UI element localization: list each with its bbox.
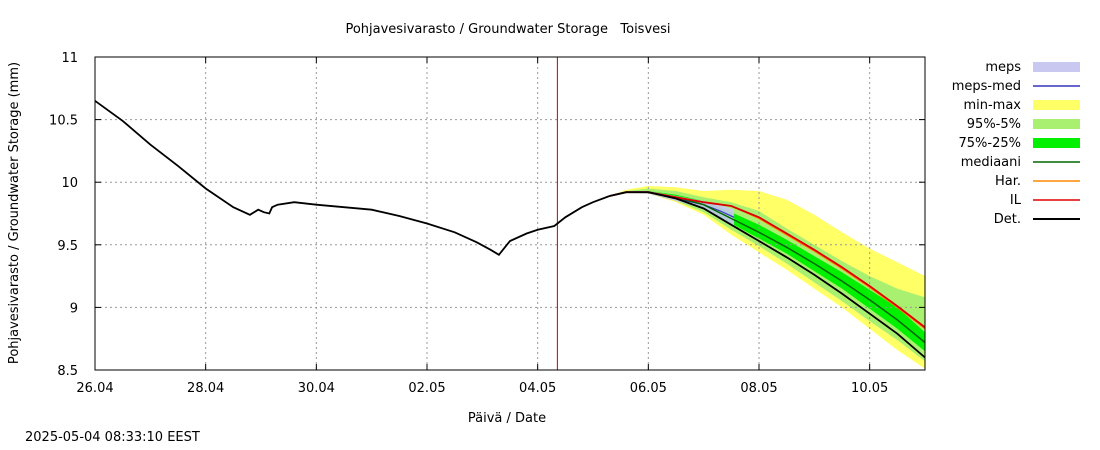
legend-swatch	[1033, 100, 1080, 110]
legend-swatch	[1033, 119, 1080, 129]
legend: meps meps-med min-max 95%-5% 75%-25% mediaani…	[952, 60, 1080, 227]
series-lines	[94, 57, 926, 370]
x-tick-label: 08.05	[740, 381, 777, 396]
legend-label: mediaani	[961, 155, 1021, 170]
series-det-forecast	[609, 191, 926, 359]
y-tick-label: 10.5	[49, 114, 78, 129]
x-axis-label: Päivä / Date	[468, 411, 546, 426]
legend-item: Det.	[994, 212, 1080, 227]
legend-item: mediaani	[961, 155, 1080, 170]
x-tick-label: 28.04	[187, 381, 224, 396]
legend-item: Har.	[995, 174, 1080, 189]
y-tick-label: 9	[70, 301, 78, 316]
y-tick-label: 9.5	[57, 239, 78, 254]
x-tick-label: 30.04	[298, 381, 335, 396]
x-tick-label: 06.05	[630, 381, 667, 396]
x-axis-ticks: 26.04 28.04 30.04 02.05 04.05 06.05 08.05 10.05	[76, 57, 888, 396]
legend-label: meps	[985, 60, 1021, 75]
legend-item: 75%-25%	[959, 136, 1080, 151]
x-tick-label: 02.05	[408, 381, 445, 396]
legend-label: 75%-25%	[959, 136, 1021, 151]
legend-item: 95%-5%	[967, 117, 1080, 132]
legend-label: Har.	[995, 174, 1021, 189]
plot-frame	[94, 56, 926, 371]
forecast-bands	[609, 186, 925, 369]
legend-label: meps-med	[952, 79, 1021, 94]
legend-label: Det.	[994, 212, 1021, 227]
legend-item: meps	[985, 60, 1080, 75]
y-axis-label: Pohjavesivarasto / Groundwater Storage (…	[7, 62, 22, 364]
band-min-max	[609, 186, 925, 369]
series-observed	[94, 100, 610, 256]
grid	[95, 57, 925, 370]
legend-swatch	[1033, 62, 1080, 72]
legend-item: min-max	[963, 98, 1080, 113]
legend-swatch	[1033, 138, 1080, 148]
x-tick-label: 26.04	[76, 381, 113, 396]
legend-label: min-max	[963, 98, 1021, 113]
y-tick-label: 8.5	[57, 364, 78, 379]
y-tick-label: 11	[61, 51, 78, 66]
chart-title: Pohjavesivarasto / Groundwater Storage T…	[345, 22, 670, 37]
legend-label: IL	[1010, 193, 1022, 208]
timestamp: 2025-05-04 08:33:10 EEST	[25, 430, 200, 445]
legend-item: IL	[1010, 193, 1080, 208]
x-tick-label: 10.05	[851, 381, 888, 396]
x-tick-label: 04.05	[519, 381, 556, 396]
y-axis-ticks: 8.5 9 9.5 10 10.5 11	[49, 51, 925, 379]
legend-item: meps-med	[952, 79, 1080, 94]
y-tick-label: 10	[61, 176, 78, 191]
legend-label: 95%-5%	[967, 117, 1021, 132]
